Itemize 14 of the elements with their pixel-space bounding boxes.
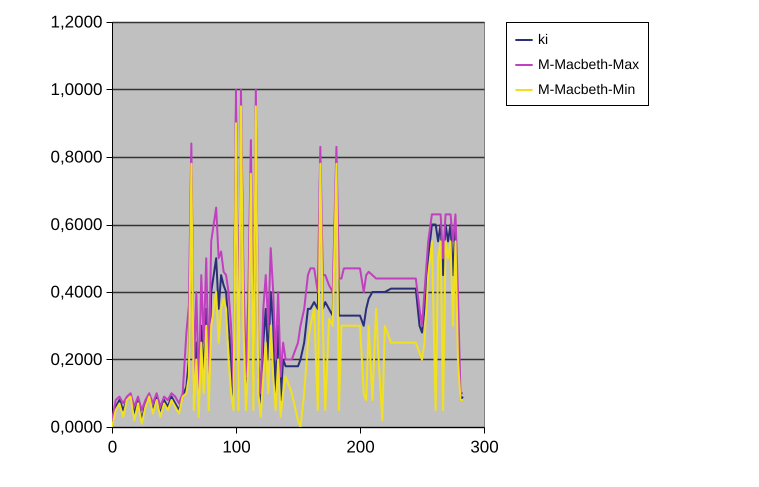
x-tick-label: 200	[346, 438, 375, 456]
legend-label: M-Macbeth-Min	[538, 81, 636, 97]
y-tick-label: 0,2000	[50, 350, 102, 369]
y-tick-label: 0,8000	[50, 148, 102, 166]
y-tick-label: 1,2000	[50, 12, 102, 32]
y-tick-label: 1,0000	[50, 80, 102, 99]
y-tick-label: 0,0000	[50, 418, 102, 436]
x-tick-label: 100	[222, 438, 251, 456]
y-tick-label: 0,4000	[50, 282, 102, 302]
x-tick-label: 300	[470, 438, 499, 456]
legend-label: M-Macbeth-Max	[538, 56, 640, 72]
y-tick-label: 0,6000	[50, 215, 102, 234]
legend-label: ki	[538, 31, 548, 47]
x-tick-label: 0	[108, 438, 118, 456]
